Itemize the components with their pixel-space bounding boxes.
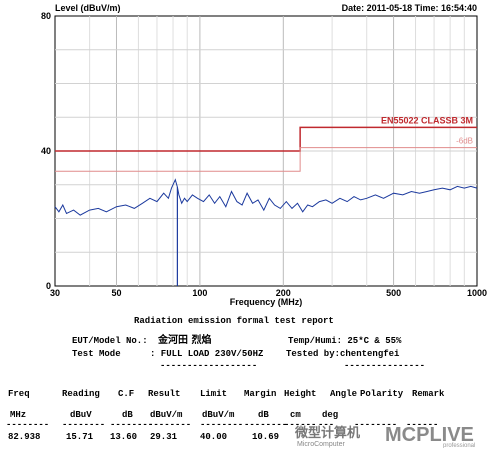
y-tick-label: 40	[41, 146, 51, 156]
column-header: Limit	[200, 389, 228, 399]
y-tick-label: 80	[41, 11, 51, 21]
test-mode-label: Test Mode	[72, 349, 121, 359]
x-tick-label: 50	[111, 288, 121, 298]
limit-label-margin: -6dB	[456, 137, 473, 146]
test-mode-value: : FULL LOAD 230V/50HZ	[150, 349, 264, 359]
x-axis-label: Frequency (MHz)	[230, 297, 303, 307]
emission-chart: Level (dBuV/m) Date: 2011-05-18 Time: 16…	[41, 3, 487, 307]
x-tick-label: 30	[50, 288, 60, 298]
column-unit: dB	[122, 410, 133, 420]
column-header: Result	[148, 389, 181, 399]
limit-line-margin	[55, 147, 477, 172]
column-unit: MHz	[10, 410, 27, 420]
temp-humi: Temp/Humi: 25*C & 55%	[288, 336, 402, 346]
unit-dashes: ---	[318, 420, 335, 430]
unit-dashes: --------	[148, 420, 192, 430]
watermark-en: MicroComputer	[297, 441, 346, 448]
column-unit: dBuV/m	[202, 410, 235, 420]
watermark-logo-sub: professional	[443, 443, 475, 448]
y-tick-label: 0	[46, 281, 51, 291]
axis-ticks: 30 50 100 200 500 1000 0 40 80	[41, 11, 487, 298]
column-unit: cm	[290, 410, 301, 420]
column-header: Freq	[8, 389, 30, 399]
eut-value: 金河田 烈焰	[158, 335, 212, 346]
series-traces	[54, 178, 478, 216]
x-tick-label: 500	[386, 288, 401, 298]
watermark-cn: 微型计算机	[294, 425, 360, 441]
date-time-header: Date: 2011-05-18 Time: 16:54:40	[342, 3, 477, 13]
table-cell: 40.00	[200, 432, 228, 442]
column-header: Reading	[62, 389, 100, 399]
report-title: Radiation emission formal test report	[134, 316, 334, 326]
table-cell: 82.938	[8, 432, 41, 442]
column-unit: deg	[322, 410, 339, 420]
column-header: Polarity	[360, 389, 404, 399]
eut-label: EUT/Model No.:	[72, 336, 148, 346]
unit-dashes: --------	[200, 420, 244, 430]
column-header: C.F	[118, 389, 135, 399]
emission-trace	[54, 178, 478, 216]
watermark-logo: MCPLIVE	[385, 424, 474, 446]
unit-dashes: --------	[244, 420, 288, 430]
limit-line-classb	[55, 126, 477, 152]
unit-dashes: ------	[284, 420, 317, 430]
table-cell: 15.71	[66, 432, 94, 442]
limit-lines: EN55022 CLASSB 3M -6dB	[55, 115, 477, 172]
unit-dashes: ------	[406, 420, 439, 430]
dash-line-b: ---------------	[344, 361, 426, 371]
column-header: Margin	[244, 389, 277, 399]
column-unit: dBuV/m	[150, 410, 183, 420]
unit-dashes: --------	[354, 420, 398, 430]
unit-dashes: --------	[6, 420, 50, 430]
unit-dashes: --------	[110, 420, 154, 430]
test-report: Radiation emission formal test report EU…	[0, 312, 497, 450]
column-unit: dBuV	[70, 410, 92, 420]
limit-label-classb: EN55022 CLASSB 3M	[381, 115, 473, 125]
dash-line-a: ------------------	[160, 361, 258, 371]
x-tick-label: 100	[192, 288, 207, 298]
x-tick-label: 200	[276, 288, 291, 298]
mcplive-watermark: 微型计算机 MicroComputer MCPLIVE professional	[294, 424, 475, 448]
column-header: Angle	[330, 389, 358, 399]
column-header: Height	[284, 389, 317, 399]
tested-by: Tested by:chentengfei	[286, 349, 400, 359]
y-axis-label: Level (dBuV/m)	[55, 3, 121, 13]
column-header: Remark	[412, 389, 445, 399]
table-cell: 10.69	[252, 432, 280, 442]
table-cell: 29.31	[150, 432, 178, 442]
table-cell: 13.60	[110, 432, 138, 442]
x-tick-label: 1000	[467, 288, 487, 298]
column-unit: dB	[258, 410, 269, 420]
unit-dashes: --------	[62, 420, 106, 430]
